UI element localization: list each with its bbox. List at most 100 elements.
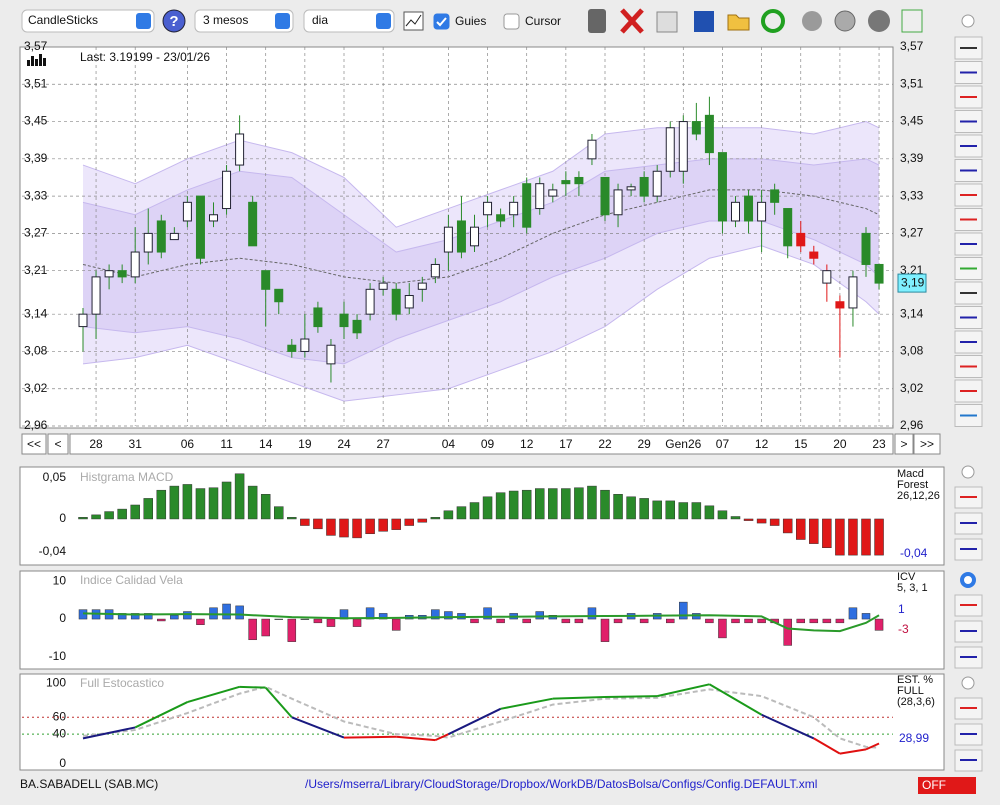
delete-icon[interactable]	[620, 8, 644, 34]
bar	[639, 618, 649, 624]
bar	[287, 618, 297, 642]
bar	[482, 496, 493, 520]
panel-label: 26,12,26	[897, 490, 940, 502]
k-segment	[865, 742, 880, 751]
nav-button[interactable]	[21, 433, 47, 455]
bar	[195, 488, 206, 520]
bar	[666, 618, 675, 624]
bar	[718, 618, 727, 639]
candle-body	[104, 270, 114, 278]
candle-body	[378, 282, 388, 290]
x-tick-label: 27	[376, 437, 390, 451]
k-segment	[604, 695, 658, 698]
y-tick-label: 3,39	[24, 151, 48, 165]
candle-body	[496, 214, 506, 222]
bar	[130, 504, 140, 520]
radio[interactable]	[961, 465, 975, 479]
bar	[756, 518, 767, 524]
candle-body	[587, 139, 597, 160]
bar	[222, 603, 231, 620]
candle-body	[626, 186, 636, 191]
bar	[287, 517, 297, 520]
x-tick-label: 19	[298, 437, 312, 451]
k-segment	[239, 685, 266, 689]
y-tick-label: 0,05	[43, 470, 67, 484]
bar	[326, 518, 336, 536]
bar	[169, 485, 180, 520]
y-tick-label: 3,27	[24, 226, 48, 240]
bar	[848, 518, 858, 556]
chart-type-select[interactable]	[21, 9, 155, 33]
candle-body	[143, 232, 153, 253]
refresh-icon[interactable]	[761, 9, 785, 33]
bar	[835, 618, 845, 624]
interval-select[interactable]	[303, 9, 395, 33]
period-select[interactable]	[194, 9, 294, 33]
nav-button[interactable]	[894, 433, 914, 455]
last-label: -0,04	[900, 546, 928, 560]
save-icon[interactable]	[694, 11, 714, 32]
y-tick-label: 10	[53, 574, 67, 588]
radio[interactable]	[961, 14, 975, 28]
candle-body	[861, 232, 871, 265]
check-mark	[436, 17, 447, 27]
candle-body	[117, 270, 127, 278]
help-label: ?	[169, 13, 178, 30]
candle-body	[835, 301, 845, 309]
candle-body	[404, 295, 414, 309]
nav-button[interactable]	[913, 433, 941, 455]
nav-button[interactable]	[47, 433, 69, 455]
bar	[391, 518, 401, 530]
clipboard-icon[interactable]	[656, 11, 678, 33]
x-tick-label: 09	[481, 437, 495, 451]
bar	[470, 618, 479, 624]
settings-icon[interactable]	[868, 10, 890, 32]
y-tick-label-right: 3,33	[900, 188, 924, 202]
bar	[613, 494, 623, 520]
radio[interactable]	[960, 572, 976, 588]
y-tick-label: 0	[59, 611, 66, 625]
candle-body	[574, 176, 584, 185]
config-path[interactable]: /Users/mserra/Library/CloudStorage/Dropb…	[305, 777, 817, 791]
period: 3 mesos	[203, 13, 248, 27]
bar	[431, 609, 440, 620]
nav-label: <	[54, 437, 61, 451]
calendar-icon[interactable]	[901, 9, 923, 33]
candle-body	[391, 288, 401, 315]
panel-label: Macd	[897, 468, 924, 480]
candle-body	[352, 319, 362, 334]
bar	[822, 618, 832, 624]
signal-line	[82, 612, 880, 633]
chart-icon[interactable]	[403, 11, 424, 31]
bar	[234, 473, 245, 520]
bar	[444, 611, 453, 620]
bar	[404, 518, 414, 526]
state-box[interactable]	[918, 777, 976, 794]
open-icon[interactable]	[727, 14, 750, 31]
x-tick-label: 20	[833, 437, 847, 451]
radio[interactable]	[961, 676, 975, 690]
candle-body	[417, 282, 427, 290]
y-tick-label: 3,57	[24, 39, 48, 53]
bar	[443, 510, 454, 520]
bar	[247, 485, 258, 520]
bar	[691, 502, 702, 520]
date-bar	[69, 433, 894, 455]
x-tick-label: 11	[220, 437, 233, 451]
help-button[interactable]	[162, 9, 186, 33]
cursor-checkbox[interactable]	[503, 13, 520, 30]
bar	[587, 607, 597, 620]
bar	[796, 618, 805, 624]
bar	[861, 613, 871, 620]
cursor-label: Cursor	[525, 14, 561, 28]
x-tick-label: 29	[637, 437, 651, 451]
bar	[456, 506, 467, 520]
euro-icon[interactable]	[834, 10, 856, 32]
y-tick-label: 0	[59, 511, 66, 525]
trash-icon[interactable]	[588, 9, 606, 33]
x-tick-label: 04	[442, 437, 456, 451]
coin-icon[interactable]	[802, 11, 822, 31]
bar	[835, 518, 845, 556]
guides-checkbox[interactable]	[433, 13, 450, 30]
bar	[508, 490, 519, 520]
